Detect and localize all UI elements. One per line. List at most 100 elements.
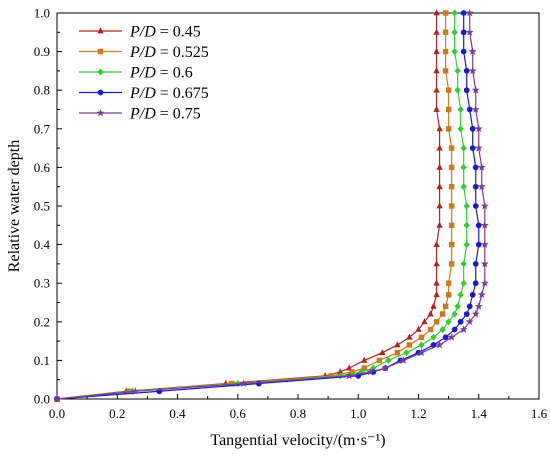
data-point xyxy=(463,221,470,229)
y-tick-label: 0.7 xyxy=(34,121,51,136)
data-point xyxy=(451,48,458,56)
data-point xyxy=(433,86,440,93)
data-point xyxy=(454,86,461,94)
data-point xyxy=(421,318,428,325)
data-point xyxy=(381,363,390,372)
series-line xyxy=(56,13,468,400)
data-point xyxy=(460,48,467,55)
data-point xyxy=(451,9,458,17)
data-point xyxy=(427,326,434,333)
data-point xyxy=(457,291,464,299)
data-point xyxy=(445,318,452,326)
legend-marker xyxy=(97,48,104,55)
data-point xyxy=(466,303,473,310)
data-point xyxy=(433,260,440,267)
data-point xyxy=(436,144,443,151)
data-point xyxy=(448,164,455,171)
data-point xyxy=(445,292,452,298)
y-tick-label: 0.8 xyxy=(34,83,50,98)
data-point xyxy=(433,240,440,247)
legend-entry-1: P/D = 0.45 xyxy=(79,24,201,41)
data-point xyxy=(480,240,489,248)
legend-label: P/D = 0.45 xyxy=(129,24,201,41)
x-tick-label: 1.4 xyxy=(471,406,488,421)
data-point xyxy=(379,349,386,356)
data-point xyxy=(439,311,446,317)
data-point xyxy=(442,48,449,55)
data-point xyxy=(436,125,443,132)
data-point xyxy=(433,291,440,298)
data-point xyxy=(336,368,344,375)
data-point xyxy=(418,341,425,349)
x-tick-label: 0.6 xyxy=(230,406,247,421)
data-point xyxy=(448,241,455,248)
data-point xyxy=(475,222,482,229)
series-4 xyxy=(54,10,482,402)
data-point xyxy=(454,67,461,75)
data-point xyxy=(472,164,479,171)
data-point xyxy=(399,356,408,364)
data-point xyxy=(471,309,480,318)
data-point xyxy=(469,145,476,151)
data-point xyxy=(445,280,452,286)
series-line xyxy=(56,13,441,400)
data-point xyxy=(477,182,486,191)
data-point xyxy=(53,394,61,403)
data-point xyxy=(469,125,476,132)
data-point xyxy=(394,341,401,348)
y-tick-label: 0.1 xyxy=(34,353,50,368)
y-tick-label: 1.0 xyxy=(34,6,50,21)
data-point xyxy=(480,221,489,229)
data-point xyxy=(448,222,455,229)
data-point xyxy=(430,302,437,309)
data-point xyxy=(447,333,456,341)
data-point xyxy=(418,334,425,340)
data-point xyxy=(477,163,486,171)
y-tick-label: 0.0 xyxy=(34,392,50,407)
data-point xyxy=(463,68,470,74)
legend-marker xyxy=(96,108,105,117)
data-point xyxy=(433,28,440,35)
legend-marker xyxy=(97,27,104,34)
legend-label: P/D = 0.75 xyxy=(129,106,201,123)
data-point xyxy=(460,29,467,36)
data-point xyxy=(131,387,140,395)
data-point xyxy=(466,106,473,113)
data-point xyxy=(417,348,426,357)
legend-entry-4: P/D = 0.675 xyxy=(79,85,209,102)
data-point xyxy=(442,334,449,341)
data-point xyxy=(460,260,467,268)
data-point xyxy=(427,310,434,317)
data-point xyxy=(442,10,449,16)
data-point xyxy=(477,290,486,299)
data-point xyxy=(468,66,477,75)
data-point xyxy=(469,291,476,298)
data-point xyxy=(474,302,483,310)
data-point xyxy=(457,105,464,114)
data-point xyxy=(451,310,458,318)
legend-entry-2: P/D = 0.525 xyxy=(79,44,209,61)
data-point xyxy=(474,124,483,133)
data-point xyxy=(451,28,458,36)
data-point xyxy=(433,279,440,286)
data-point xyxy=(346,364,353,371)
data-point xyxy=(463,202,470,210)
x-axis-title: Tangential velocity/(m·s⁻¹) xyxy=(210,432,385,449)
data-point xyxy=(460,144,467,152)
data-point xyxy=(468,47,477,55)
x-tick-label: 0.2 xyxy=(109,406,125,421)
data-point xyxy=(460,279,467,287)
y-tick-label: 0.5 xyxy=(34,199,50,214)
legend-label: P/D = 0.675 xyxy=(129,85,209,102)
data-point xyxy=(472,183,479,190)
data-point xyxy=(472,280,479,287)
data-point xyxy=(454,302,461,310)
data-point xyxy=(361,365,367,371)
data-point xyxy=(460,163,467,171)
data-point xyxy=(480,259,489,268)
x-tick-label: 1.0 xyxy=(350,406,366,421)
data-point xyxy=(463,311,470,317)
data-point xyxy=(448,145,455,151)
legend-label: P/D = 0.6 xyxy=(129,65,193,82)
